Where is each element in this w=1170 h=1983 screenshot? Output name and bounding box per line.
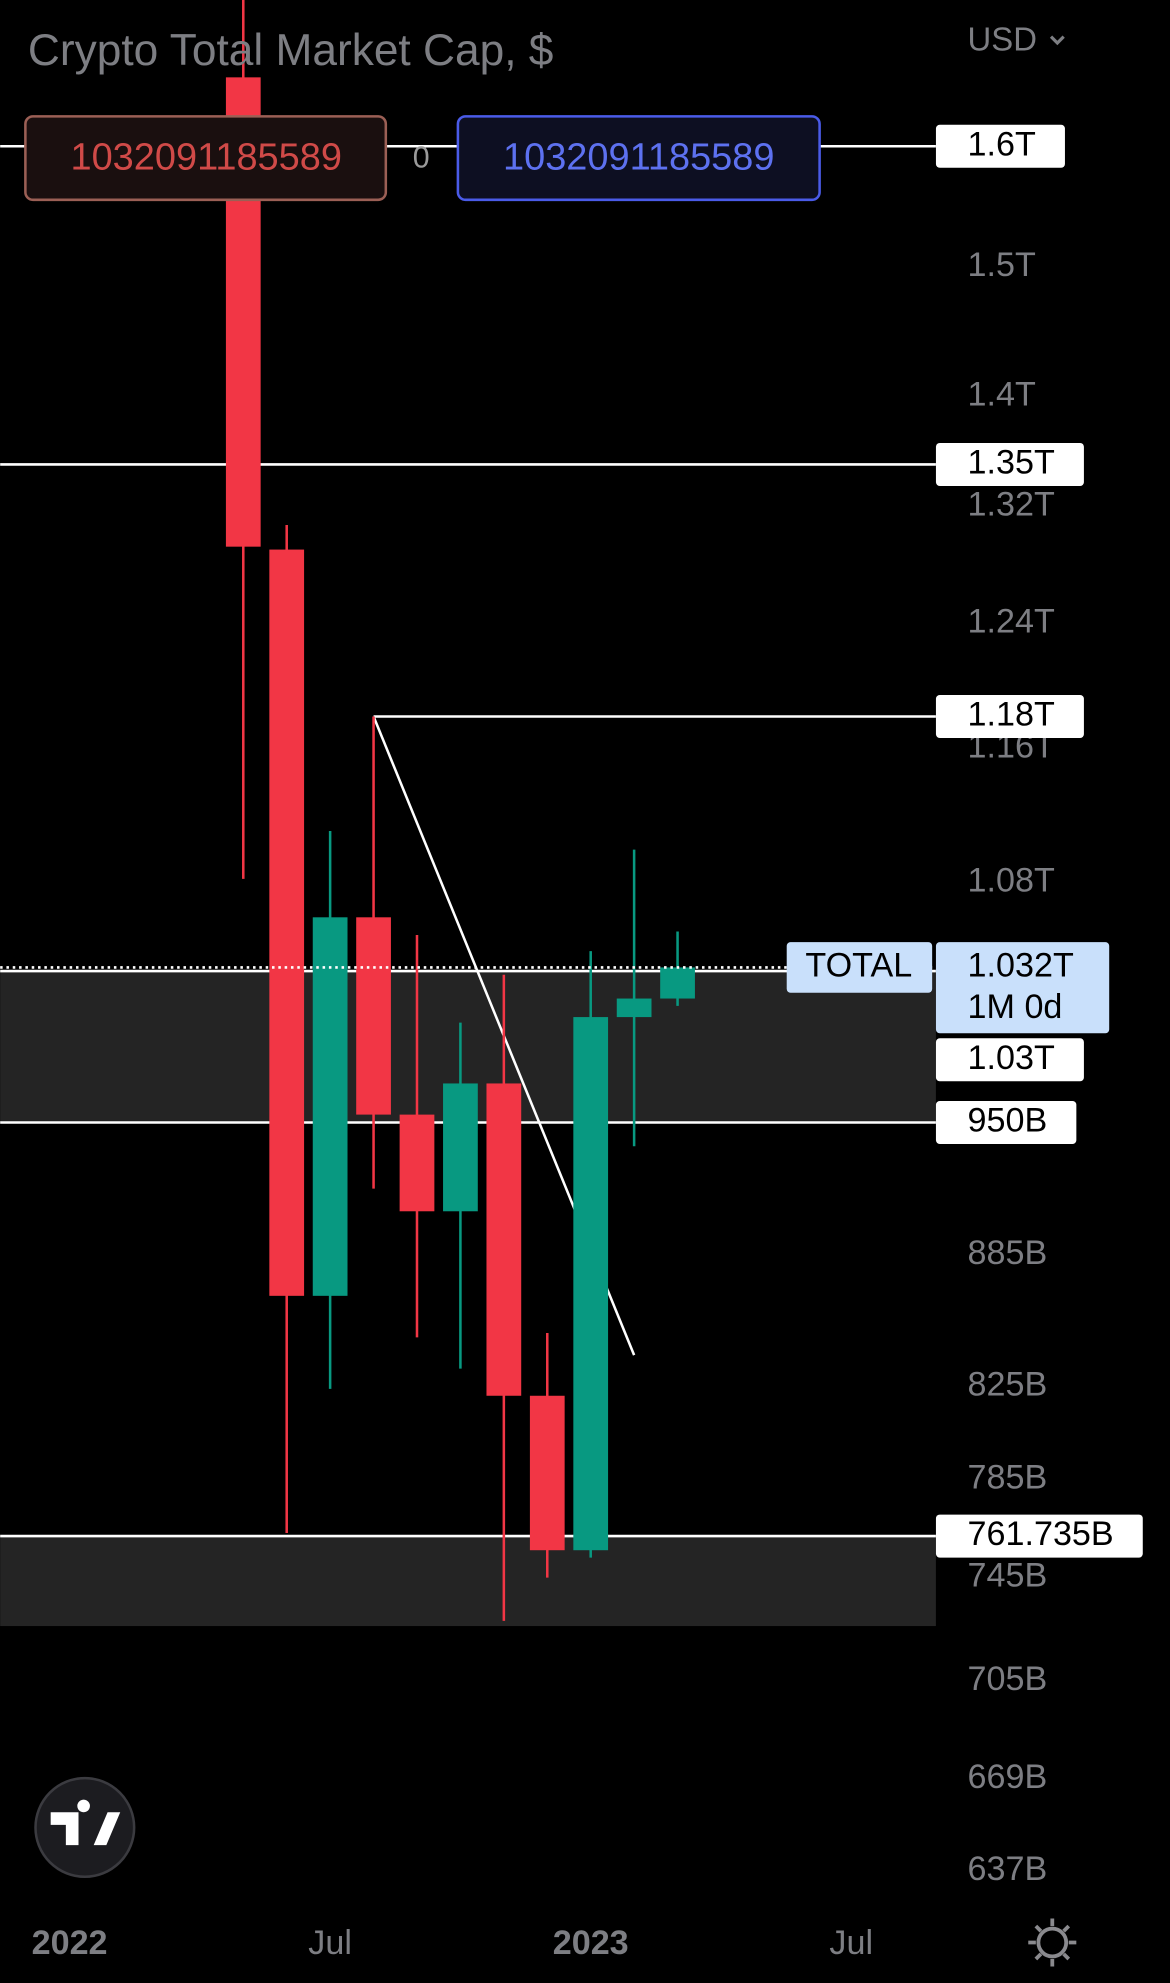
- y-tick-label: 1.08T: [968, 861, 1055, 899]
- candle-body: [529, 1395, 565, 1551]
- candle-body: [486, 1083, 522, 1396]
- line-label-box: [935, 1514, 1143, 1558]
- settings-icon[interactable]: [1028, 1918, 1077, 1967]
- candle-body: [312, 917, 348, 1296]
- line-label-box: [935, 442, 1084, 486]
- y-tick-label: 637B: [968, 1850, 1048, 1888]
- line-label: 1.03T: [968, 1039, 1055, 1077]
- line-label-box: [935, 1100, 1077, 1144]
- y-tick-label: 705B: [968, 1660, 1048, 1698]
- line-label: 1.6T: [968, 125, 1036, 163]
- header-value: 1032091185589: [503, 136, 774, 178]
- currency-chevron[interactable]: [1049, 35, 1065, 46]
- line-label: 1.18T: [968, 695, 1055, 733]
- line-label: 1.35T: [968, 443, 1055, 481]
- line-label: 950B: [968, 1101, 1048, 1139]
- x-tick-label: 2022: [32, 1924, 108, 1962]
- symbol-label-box: [786, 942, 933, 993]
- header-box: [456, 115, 821, 202]
- y-tick-label: 1.32T: [968, 486, 1055, 524]
- y-tick-label: 669B: [968, 1758, 1048, 1796]
- tradingview-logo[interactable]: [34, 1776, 136, 1879]
- line-label-box: [935, 1038, 1084, 1082]
- header-value: 1032091185589: [70, 136, 341, 178]
- countdown-label: 1M 0d: [968, 988, 1063, 1026]
- line-label-box: [935, 124, 1065, 168]
- candle-body: [399, 1114, 435, 1212]
- y-tick-label: 1.24T: [968, 603, 1055, 641]
- overlay: Crypto Total Market Cap, $ USD 103209118…: [24, 20, 1143, 1967]
- symbol-label: TOTAL: [805, 946, 912, 984]
- y-tick-label: 885B: [968, 1234, 1048, 1272]
- candle-body: [269, 549, 305, 1296]
- currency[interactable]: USD: [968, 20, 1037, 57]
- price-label: 1.032T: [968, 946, 1074, 984]
- line-label: 761.735B: [968, 1515, 1114, 1553]
- x-tick-label: 2023: [553, 1924, 629, 1962]
- candle-body: [660, 967, 695, 999]
- gear-teeth[interactable]: [1028, 1918, 1077, 1967]
- header-value: 0: [413, 141, 430, 174]
- logo-circle[interactable]: [34, 1776, 136, 1879]
- header-box: [24, 115, 388, 202]
- chart-title: Crypto Total Market Cap, $: [28, 26, 554, 75]
- line-label-box: [935, 694, 1084, 738]
- price-label-box: [935, 942, 1110, 1034]
- zone: [0, 1536, 936, 1627]
- x-tick-label: Jul: [308, 1924, 352, 1962]
- candle-body: [573, 1017, 609, 1551]
- gear[interactable]: [1036, 1926, 1069, 1959]
- x-tick-label: Jul: [829, 1924, 873, 1962]
- y-tick-label: 1.5T: [968, 246, 1036, 284]
- plot-area: [0, 0, 936, 1627]
- y-tick-label: 825B: [968, 1366, 1048, 1404]
- y-tick-label: 785B: [968, 1459, 1048, 1497]
- y-tick-label: 1.4T: [968, 375, 1036, 413]
- y-tick-label: 745B: [968, 1557, 1048, 1595]
- candle-body: [443, 1083, 478, 1212]
- candle-body: [616, 998, 652, 1018]
- logo-mark[interactable]: [50, 1799, 121, 1846]
- candle-body: [356, 917, 391, 1115]
